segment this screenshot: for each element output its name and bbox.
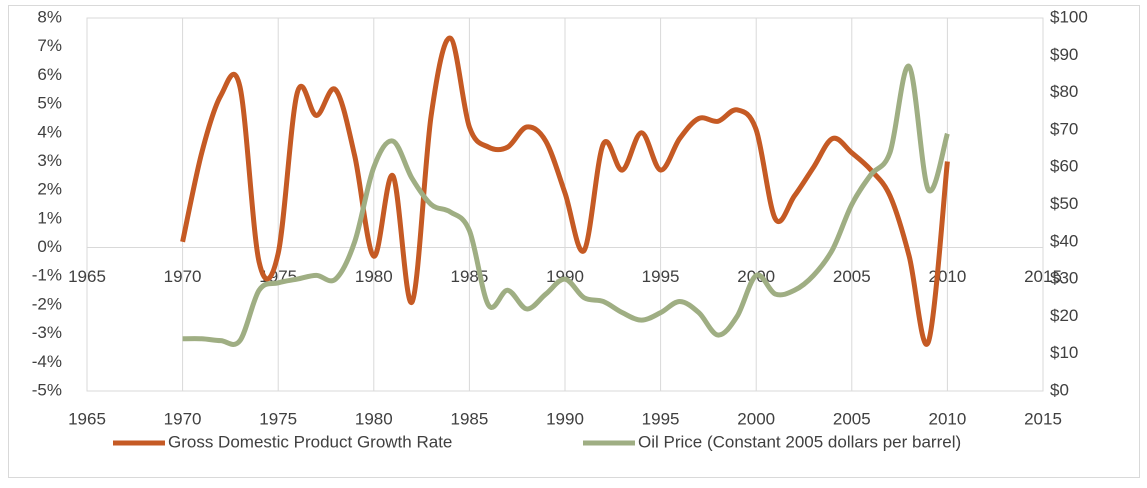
x2-tick-label: 2005 [833,409,871,428]
y-tick-label: -4% [32,352,62,371]
y2-tick-label: $0 [1050,380,1069,399]
y-tick-label: 7% [37,36,62,55]
x-tick-label: 1990 [546,267,584,286]
legend-label: Gross Domestic Product Growth Rate [168,432,452,451]
x2-tick-label: 1990 [546,409,584,428]
y2-tick-label: $40 [1050,231,1078,250]
y2-tick-label: $30 [1050,269,1078,288]
x-tick-label: 1995 [642,267,680,286]
x-tick-label: 1970 [164,267,202,286]
y-tick-label: 3% [37,151,62,170]
x-tick-label: 2005 [833,267,871,286]
y-tick-label: -1% [32,266,62,285]
y-tick-label: 4% [37,122,62,141]
y-tick-label: -2% [32,294,62,313]
y2-tick-label: $100 [1050,7,1088,26]
x2-tick-label: 1965 [68,409,106,428]
y-tick-label: 2% [37,180,62,199]
series-line [182,63,950,347]
chart-border [8,5,1140,478]
x2-tick-label: 1985 [450,409,488,428]
series-line [180,35,950,347]
y-tick-label: 0% [37,237,62,256]
x2-tick-label: 1995 [642,409,680,428]
y2-tick-label: $90 [1050,45,1078,64]
y-tick-label: 5% [37,94,62,113]
x2-tick-label: 1980 [355,409,393,428]
x-tick-label: 1965 [68,267,106,286]
x2-tick-label: 2015 [1024,409,1062,428]
x2-tick-label: 2010 [928,409,966,428]
x2-tick-label: 1975 [259,409,297,428]
y-tick-label: 1% [37,208,62,227]
y2-tick-label: $50 [1050,194,1078,213]
x2-tick-label: 2000 [737,409,775,428]
y2-tick-label: $70 [1050,119,1078,138]
legend-label: Oil Price (Constant 2005 dollars per bar… [638,432,961,451]
y-tick-label: -5% [32,380,62,399]
y-tick-label: 6% [37,65,62,84]
y-tick-label: -3% [32,323,62,342]
y2-tick-label: $10 [1050,343,1078,362]
y2-tick-label: $80 [1050,82,1078,101]
x-tick-label: 2015 [1024,267,1062,286]
y2-tick-label: $60 [1050,157,1078,176]
x-tick-label: 1980 [355,267,393,286]
y2-tick-label: $20 [1050,306,1078,325]
x2-tick-label: 1970 [164,409,202,428]
y-tick-label: 8% [37,7,62,26]
